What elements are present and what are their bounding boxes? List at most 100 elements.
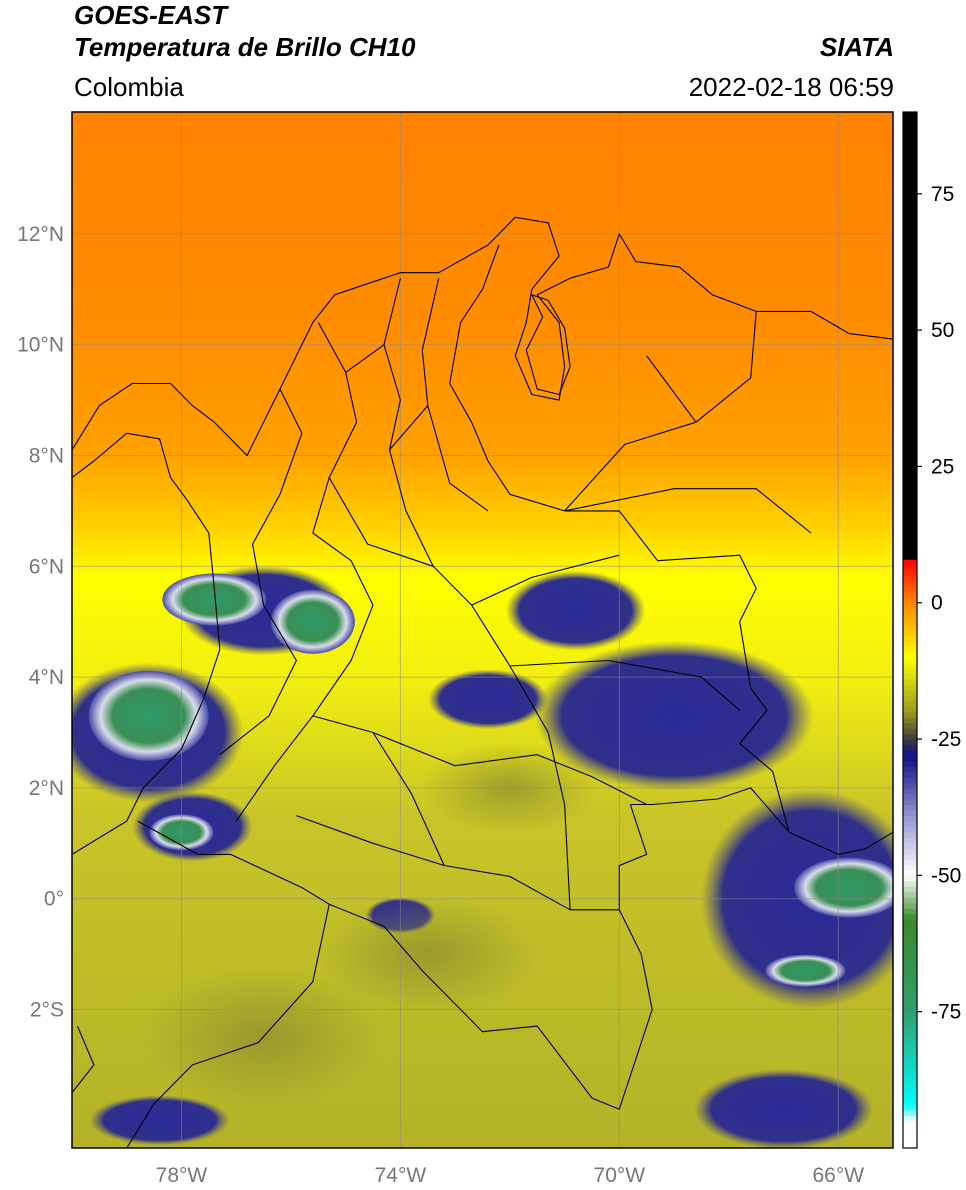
colorbar-segment <box>903 831 917 838</box>
colorbar-segment <box>903 1109 917 1116</box>
border-line <box>449 244 790 833</box>
cloud-feature <box>765 954 846 987</box>
satellite-title: GOES-EAST <box>74 0 228 30</box>
lake-maracaibo-outline <box>525 293 571 396</box>
colorbar-tick-label: 50 <box>931 319 954 342</box>
colorbar-segment <box>903 488 917 495</box>
colorbar-segment <box>903 117 917 124</box>
colorbar-segment <box>903 199 917 206</box>
colorbar-segment <box>903 640 917 647</box>
colorbar-segment <box>903 112 917 119</box>
border-line <box>788 831 893 855</box>
gridlines <box>72 112 893 1148</box>
colorbar-segment <box>903 281 917 288</box>
colorbar-segment <box>903 1060 917 1067</box>
colorbar-segment <box>903 924 917 931</box>
colorbar-segment <box>903 951 917 958</box>
colorbar-segment <box>903 264 917 271</box>
border-line <box>72 382 215 451</box>
colorbar-segment <box>903 395 917 402</box>
colorbar-segment <box>903 619 917 626</box>
colorbar-segment <box>903 940 917 947</box>
colorbar-segment <box>903 368 917 375</box>
border-line <box>219 388 303 756</box>
colorbar-segment <box>903 722 917 729</box>
colorbar-segment <box>903 330 917 337</box>
organization-label: SIATA <box>819 32 894 62</box>
colorbar-segment <box>903 215 917 222</box>
longitude-tick-label: 70°W <box>594 1164 646 1187</box>
colorbar-segment <box>903 335 917 342</box>
colorbar-segment <box>903 613 917 620</box>
colorbar-segment <box>903 351 917 358</box>
colorbar-segment <box>903 226 917 233</box>
border-line <box>72 499 221 855</box>
colorbar-segment <box>903 444 917 451</box>
colorbar-segment <box>903 248 917 255</box>
colorbar-segment <box>903 237 917 244</box>
cloud-feature <box>317 894 538 1015</box>
colorbar-segment <box>903 908 917 915</box>
colorbar-segment <box>903 1126 917 1133</box>
colorbar-segment <box>903 1071 917 1078</box>
colorbar-segment <box>903 973 917 980</box>
border-line <box>72 432 188 501</box>
colorbar-segment <box>903 422 917 429</box>
colorbar-segment <box>903 1000 917 1007</box>
colorbar: 75 50 25 0 -25 -50 -75 <box>902 111 961 1149</box>
colorbar-segment <box>903 341 917 348</box>
colorbar-segment <box>903 602 917 609</box>
colorbar-segment <box>903 717 917 724</box>
colorbar-segment <box>903 1011 917 1018</box>
colorbar-segment <box>903 128 917 135</box>
colorbar-segment <box>903 1044 917 1051</box>
colorbar-segment <box>903 662 917 669</box>
colorbar-segment <box>903 1022 917 1029</box>
colorbar-segment <box>903 553 917 560</box>
colorbar-segment <box>903 788 917 795</box>
colorbar-segment <box>903 826 917 833</box>
colorbar-segment <box>903 597 917 604</box>
colorbar-segment <box>903 133 917 140</box>
colorbar-segment <box>903 782 917 789</box>
colorbar-segment <box>903 608 917 615</box>
colorbar-segment <box>903 760 917 767</box>
colorbar-segment <box>903 739 917 746</box>
colorbar-segment <box>903 242 917 249</box>
colorbar-segment <box>903 1033 917 1040</box>
colorbar-segment <box>903 711 917 718</box>
latitude-tick-label: 12°N <box>17 223 64 246</box>
colorbar-segment <box>903 177 917 184</box>
colorbar-segment <box>903 700 917 707</box>
colorbar-segment <box>903 1088 917 1095</box>
satellite-imagery <box>72 112 893 1148</box>
colorbar-segment <box>903 499 917 506</box>
colorbar-segment <box>903 390 917 397</box>
colorbar-segment <box>903 515 917 522</box>
colorbar-segment <box>903 859 917 866</box>
cloud-feature <box>427 669 548 730</box>
colorbar-segment <box>903 346 917 353</box>
colorbar-segment <box>903 744 917 751</box>
colorbar-segment <box>903 357 917 364</box>
border-line <box>389 405 429 451</box>
latitude-tick-label: 6°N <box>29 555 64 578</box>
colorbar-segment <box>903 1006 917 1013</box>
colorbar-segment <box>903 308 917 315</box>
colorbar-segment <box>903 275 917 282</box>
colorbar-segment <box>903 450 917 457</box>
colorbar-segment <box>903 1120 917 1127</box>
border-line <box>328 477 434 567</box>
colorbar-segment <box>903 171 917 179</box>
colorbar-segment <box>903 630 917 637</box>
colorbar-segment <box>903 406 917 413</box>
colorbar-segment <box>903 673 917 680</box>
border-line <box>235 322 374 822</box>
colorbar-segment <box>903 362 917 369</box>
colorbar-ticks: 75 50 25 0 -25 -50 -75 <box>917 183 961 1024</box>
colorbar-segment <box>903 504 917 511</box>
colorbar-segment <box>903 297 917 304</box>
colorbar-segment <box>903 891 917 898</box>
cloud-feature <box>505 570 646 651</box>
colorbar-segment <box>903 978 917 986</box>
